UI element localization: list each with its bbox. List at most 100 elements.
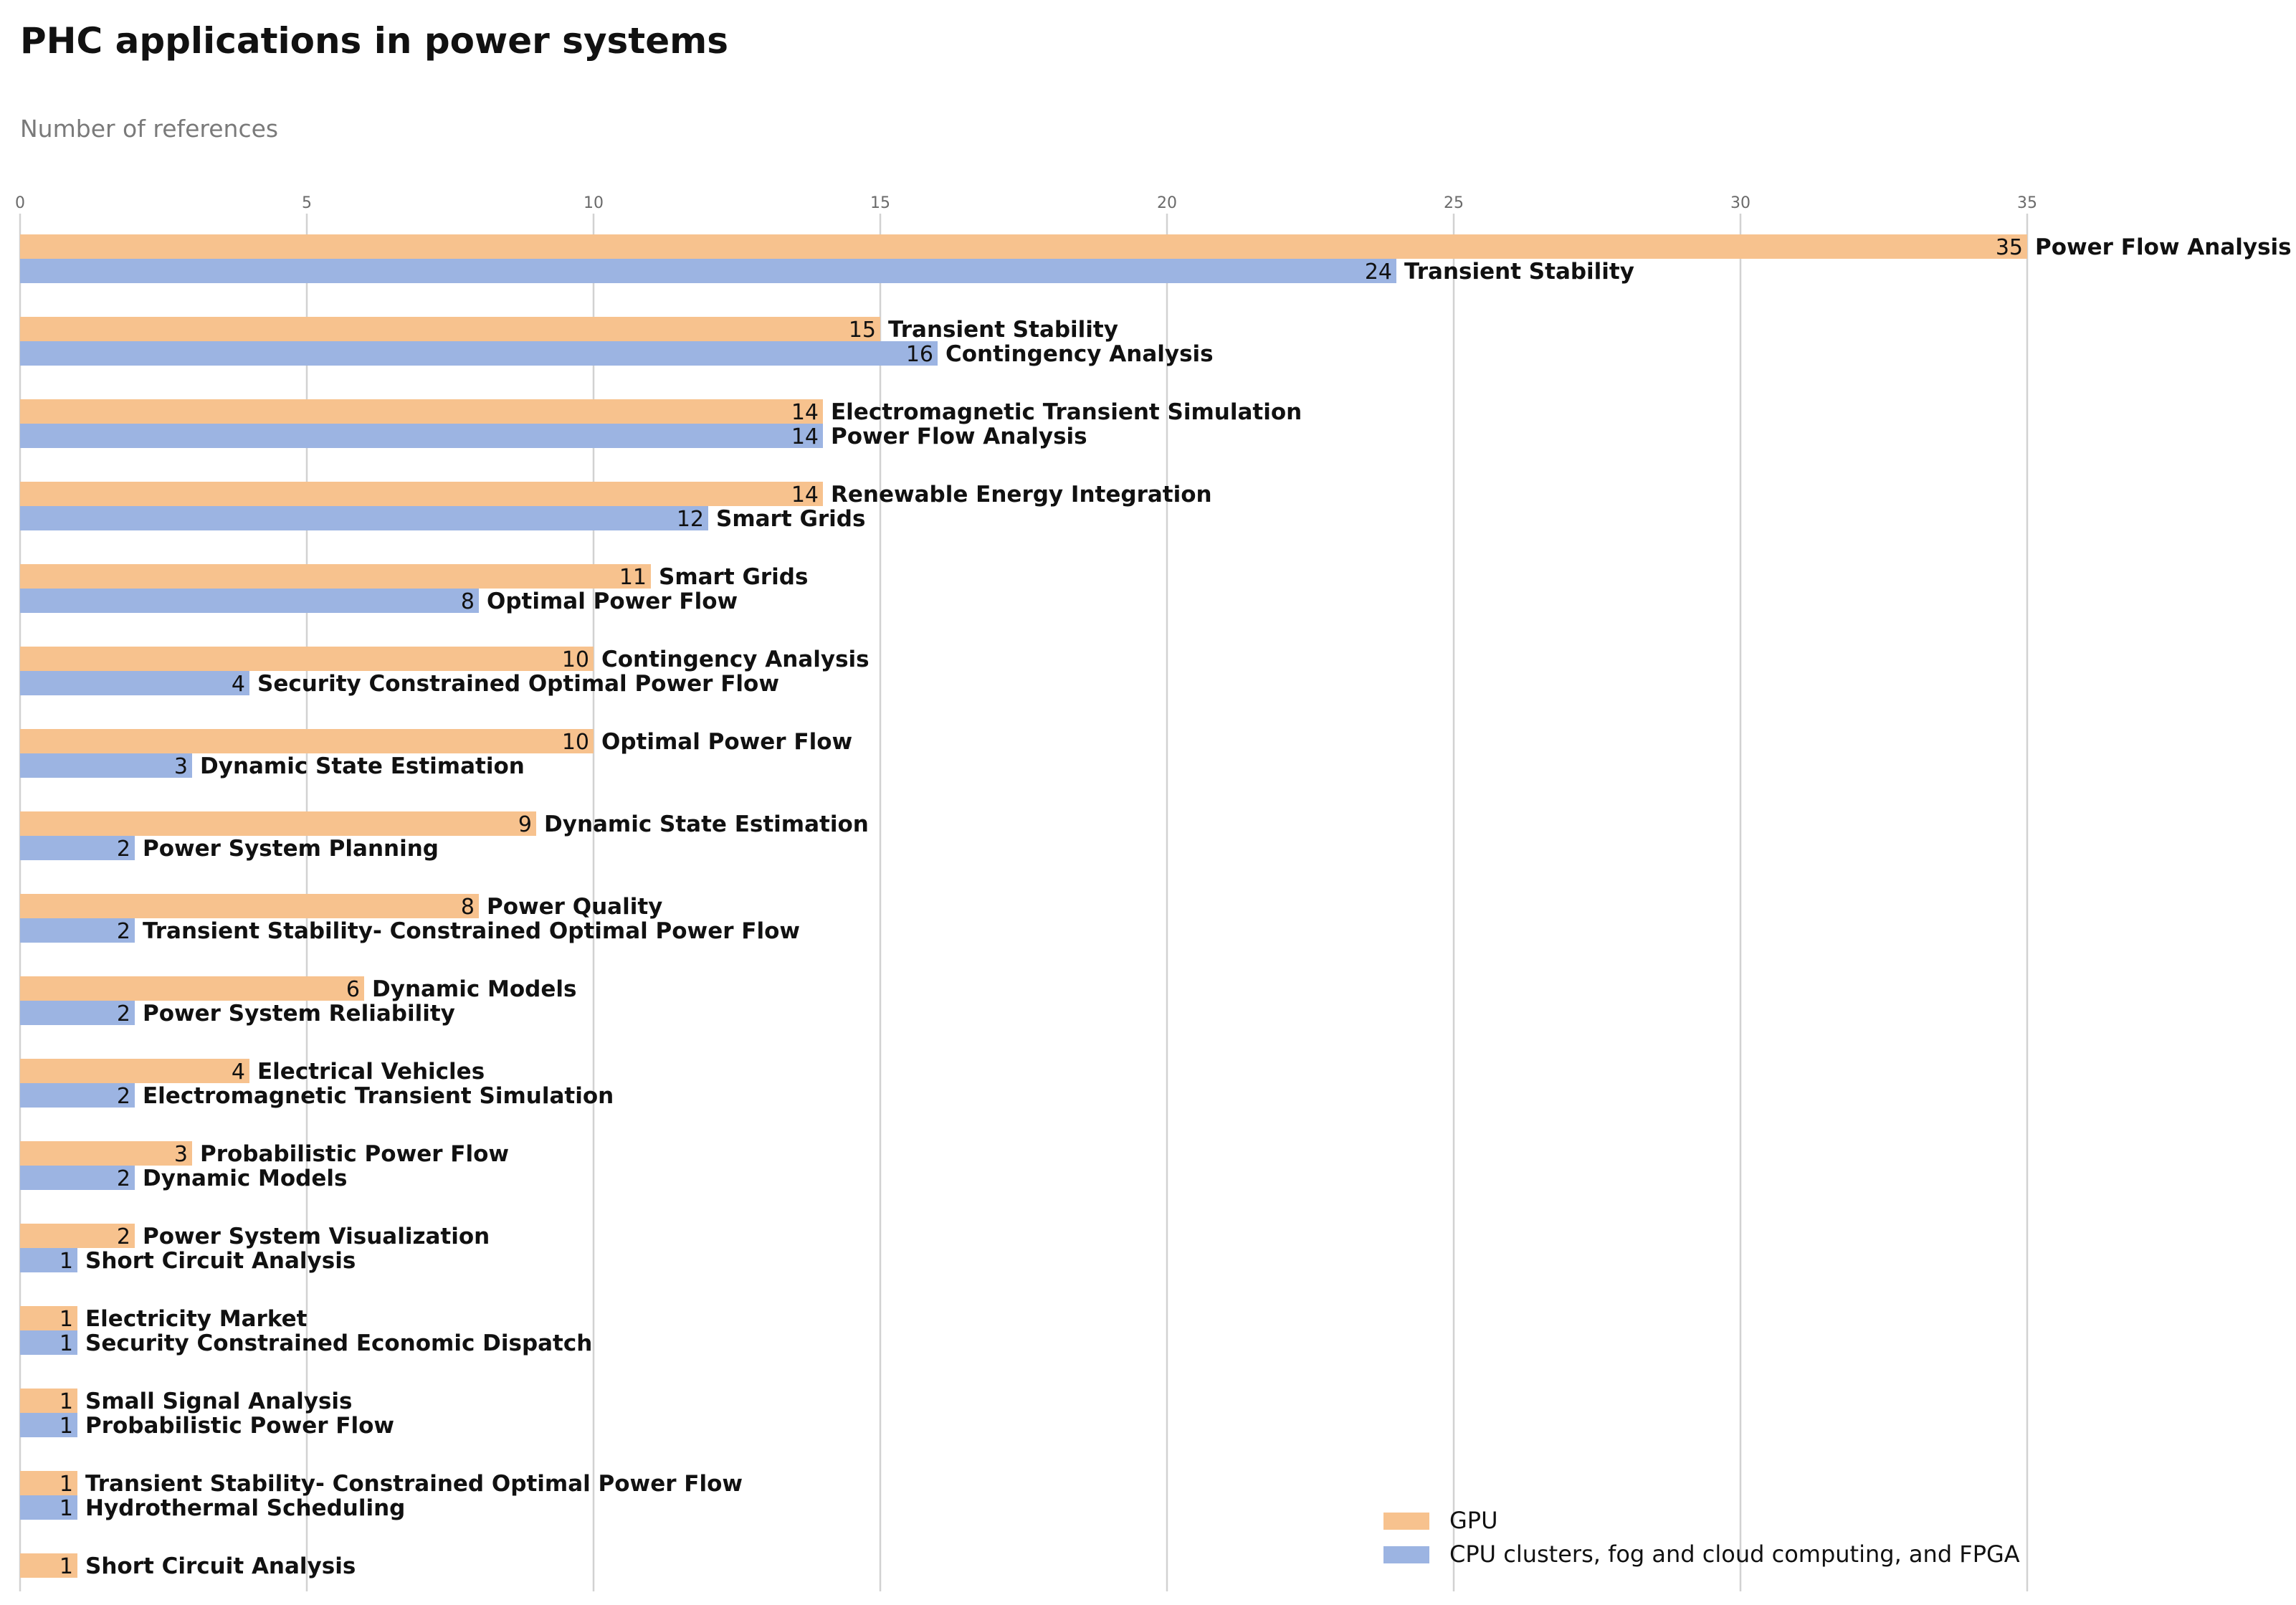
value-label: 14 (791, 424, 819, 449)
category-label: Power Flow Analysis (831, 424, 1087, 449)
value-label: 11 (619, 565, 647, 590)
category-label: Security Constrained Optimal Power Flow (257, 671, 779, 697)
category-label: Transient Stability (1404, 259, 1634, 285)
legend-label-gpu: GPU (1449, 1507, 1498, 1534)
value-label: 2 (117, 1084, 130, 1109)
gpu-bar (20, 399, 823, 424)
value-label: 8 (461, 589, 475, 614)
legend-swatch-gpu (1383, 1513, 1429, 1530)
gpu-bar (20, 1553, 77, 1578)
cpu-bar (20, 1001, 135, 1025)
category-label: Short Circuit Analysis (85, 1248, 356, 1274)
gpu-bar (20, 1471, 77, 1495)
category-label: Power System Planning (143, 836, 439, 862)
value-label: 1 (59, 1554, 73, 1579)
category-label: Contingency Analysis (945, 341, 1214, 367)
value-label: 1 (59, 1249, 73, 1274)
value-label: 1 (59, 1472, 73, 1497)
category-label: Renewable Energy Integration (831, 482, 1212, 508)
value-label: 2 (117, 919, 130, 944)
gpu-bar (20, 1224, 135, 1248)
value-label: 24 (1365, 259, 1392, 285)
cpu-bar (20, 424, 823, 448)
category-label: Transient Stability- Constrained Optimal… (85, 1471, 743, 1497)
category-label: Power System Reliability (143, 1001, 455, 1027)
gpu-bar (20, 729, 594, 753)
cpu-bar (20, 1413, 77, 1437)
category-label: Electromagnetic Transient Simulation (831, 399, 1302, 425)
category-label: Optimal Power Flow (601, 729, 852, 755)
value-label: 2 (117, 1224, 130, 1249)
category-label: Electromagnetic Transient Simulation (143, 1083, 614, 1109)
category-label: Power System Visualization (143, 1224, 490, 1249)
legend-swatch-cpu (1383, 1546, 1429, 1563)
category-label: Transient Stability- Constrained Optimal… (143, 918, 800, 944)
category-label: Smart Grids (659, 564, 808, 590)
gpu-bar (20, 482, 823, 506)
category-label: Optimal Power Flow (487, 589, 738, 614)
cpu-bar (20, 259, 1396, 283)
gpu-bar (20, 647, 594, 671)
value-label: 1 (59, 1414, 73, 1439)
value-label: 3 (174, 754, 188, 779)
category-label: Short Circuit Analysis (85, 1553, 356, 1579)
gpu-bar (20, 564, 651, 589)
category-label: Probabilistic Power Flow (85, 1413, 394, 1439)
category-label: Transient Stability (888, 317, 1118, 343)
value-label: 8 (461, 895, 475, 920)
x-axis-label: Number of references (20, 115, 279, 143)
category-label: Dynamic Models (372, 976, 576, 1002)
category-label: Electricity Market (85, 1306, 308, 1332)
x-tick-label: 15 (870, 194, 890, 212)
cpu-bar (20, 918, 135, 943)
category-label: Security Constrained Economic Dispatch (85, 1330, 592, 1356)
value-label: 4 (232, 672, 245, 697)
cpu-bar (20, 1083, 135, 1108)
cpu-bar (20, 753, 192, 778)
category-label: Small Signal Analysis (85, 1389, 352, 1414)
chart-title: PHC applications in power systems (20, 20, 728, 62)
cpu-bar (20, 1248, 77, 1272)
gpu-bar (20, 811, 536, 836)
cpu-bar (20, 671, 249, 695)
category-label: Smart Grids (716, 506, 865, 532)
x-tick-label: 0 (15, 194, 25, 212)
value-label: 12 (677, 507, 704, 532)
value-label: 2 (117, 1001, 130, 1027)
value-label: 35 (1996, 235, 2023, 260)
category-label: Contingency Analysis (601, 647, 870, 672)
cpu-bar (20, 341, 938, 366)
category-label: Power Flow Analysis (2035, 234, 2292, 260)
value-label: 1 (59, 1389, 73, 1414)
cpu-bar (20, 506, 708, 530)
category-label: Hydrothermal Scheduling (85, 1495, 405, 1521)
value-label: 10 (562, 647, 589, 672)
gpu-bar (20, 1059, 249, 1083)
gpu-bar (20, 317, 880, 341)
cpu-bar (20, 836, 135, 860)
value-label: 3 (174, 1142, 188, 1167)
category-label: Dynamic Models (143, 1166, 347, 1191)
x-tick-label: 30 (1730, 194, 1750, 212)
value-label: 2 (117, 837, 130, 862)
legend-label-cpu: CPU clusters, fog and cloud computing, a… (1449, 1540, 2020, 1568)
gpu-bar (20, 976, 364, 1001)
value-label: 9 (518, 812, 532, 837)
value-label: 14 (791, 400, 819, 425)
value-label: 1 (59, 1496, 73, 1521)
value-label: 1 (59, 1307, 73, 1332)
value-label: 4 (232, 1059, 245, 1085)
gpu-bar (20, 234, 2027, 259)
gpu-bar (20, 1389, 77, 1413)
cpu-bar (20, 1166, 135, 1190)
x-tick-label: 25 (1444, 194, 1464, 212)
category-label: Electrical Vehicles (257, 1059, 485, 1085)
value-label: 6 (346, 977, 360, 1002)
value-label: 14 (791, 482, 819, 508)
value-label: 2 (117, 1166, 130, 1191)
gpu-bar (20, 1141, 192, 1166)
value-label: 15 (849, 318, 876, 343)
category-label: Dynamic State Estimation (544, 811, 869, 837)
category-label: Power Quality (487, 894, 662, 920)
category-label: Dynamic State Estimation (200, 753, 525, 779)
